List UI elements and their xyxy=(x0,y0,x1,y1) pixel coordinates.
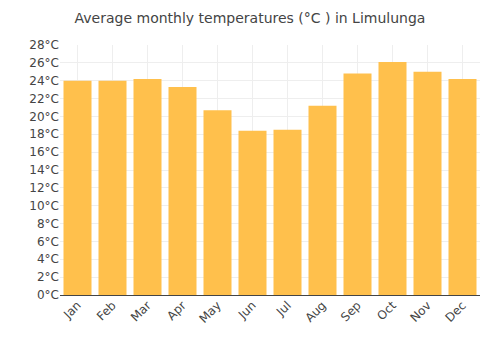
svg-text:14°C: 14°C xyxy=(29,163,59,177)
svg-text:Jun: Jun xyxy=(235,298,259,322)
svg-text:Oct: Oct xyxy=(374,298,399,323)
svg-text:10°C: 10°C xyxy=(29,199,59,213)
svg-text:6°C: 6°C xyxy=(37,235,59,249)
svg-text:Dec: Dec xyxy=(443,298,469,324)
svg-text:26°C: 26°C xyxy=(29,56,59,70)
svg-text:Apr: Apr xyxy=(164,298,189,323)
svg-text:4°C: 4°C xyxy=(37,252,59,266)
svg-text:Aug: Aug xyxy=(302,298,328,324)
svg-text:0°C: 0°C xyxy=(37,288,59,302)
svg-text:28°C: 28°C xyxy=(29,38,59,52)
svg-text:Feb: Feb xyxy=(94,298,119,323)
svg-text:Jul: Jul xyxy=(273,298,294,319)
svg-text:Jan: Jan xyxy=(60,298,84,322)
svg-text:20°C: 20°C xyxy=(29,110,59,124)
svg-text:18°C: 18°C xyxy=(29,127,59,141)
svg-text:22°C: 22°C xyxy=(29,92,59,106)
svg-text:24°C: 24°C xyxy=(29,74,59,88)
svg-text:8°C: 8°C xyxy=(37,217,59,231)
svg-text:May: May xyxy=(196,298,223,325)
svg-text:2°C: 2°C xyxy=(37,270,59,284)
svg-text:12°C: 12°C xyxy=(29,181,59,195)
svg-text:Mar: Mar xyxy=(128,298,154,324)
svg-text:Average monthly temperatures (: Average monthly temperatures (°C ) in Li… xyxy=(75,10,426,26)
svg-text:16°C: 16°C xyxy=(29,145,59,159)
svg-text:Sep: Sep xyxy=(338,298,364,324)
svg-text:Nov: Nov xyxy=(407,298,433,324)
